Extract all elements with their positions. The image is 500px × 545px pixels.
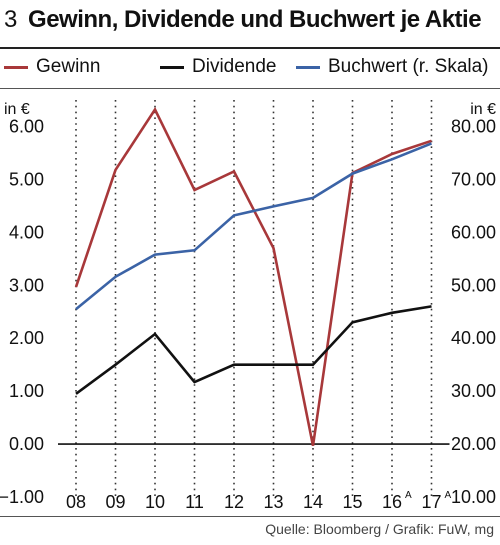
x-tick-superscript: A [405, 490, 412, 501]
legend-label-dividende: Dividende [192, 56, 277, 77]
left-tick-label: 5.00 [9, 169, 44, 189]
top-rule [0, 47, 500, 49]
left-tick-label: 3.00 [9, 275, 44, 295]
right-tick-label: 30.00 [451, 381, 496, 401]
legend-item-buchwert: Buchwert (r. Skala) [296, 55, 489, 79]
chart-title-text: Gewinn, Dividende und Buchwert je Aktie [28, 6, 482, 33]
legend-swatch-buchwert [296, 65, 320, 69]
right-tick-label: 80.00 [451, 116, 496, 136]
chart-number: 3 [4, 6, 18, 33]
x-tick-label: 10 [145, 492, 165, 512]
legend-swatch-dividende [160, 65, 184, 69]
source-note: Quelle: Bloomberg / Grafik: FuW, mg [265, 521, 494, 537]
legend: Gewinn Dividende Buchwert (r. Skala) [0, 55, 500, 79]
right-tick-label: 20.00 [451, 434, 496, 454]
series-line-dividende [75, 305, 432, 395]
bottom-rule [0, 516, 500, 517]
left-tick-label: 6.00 [9, 116, 44, 136]
x-tick-label: 16 [382, 492, 402, 512]
left-tick-label: 1.00 [9, 381, 44, 401]
line-chart: in € in €6.005.004.003.002.001.000.00−1.0… [0, 100, 496, 512]
left-axis-unit: in € [4, 101, 30, 118]
series-line-buchwert [75, 142, 432, 311]
right-tick-label: 40.00 [451, 328, 496, 348]
legend-label-gewinn: Gewinn [36, 56, 101, 77]
legend-swatch-gewinn [4, 65, 28, 69]
left-tick-label: 2.00 [9, 328, 44, 348]
left-tick-label: −1.00 [0, 487, 44, 507]
x-tick-label: 17 [421, 492, 441, 512]
left-tick-label: 4.00 [9, 222, 44, 242]
legend-rule [0, 88, 500, 89]
x-tick-label: 14 [303, 492, 323, 512]
left-tick-label: 0.00 [9, 434, 44, 454]
x-tick-superscript: A [445, 490, 452, 501]
legend-item-dividende: Dividende [160, 55, 277, 79]
x-tick-label: 09 [105, 492, 125, 512]
x-tick-label: 08 [66, 492, 86, 512]
series-line-gewinn [74, 106, 432, 446]
x-tick-label: 15 [342, 492, 362, 512]
right-tick-label: 60.00 [451, 222, 496, 242]
right-axis-unit: in € [470, 101, 496, 118]
x-tick-label: 12 [224, 492, 244, 512]
right-tick-label: 10.00 [451, 487, 496, 507]
chart-title: 3 Gewinn, Dividende und Buchwert je Akti… [4, 6, 482, 34]
right-tick-label: 70.00 [451, 169, 496, 189]
right-tick-label: 50.00 [451, 275, 496, 295]
x-tick-label: 11 [185, 492, 204, 512]
legend-item-gewinn: Gewinn [4, 55, 100, 79]
x-tick-label: 13 [263, 492, 283, 512]
legend-label-buchwert: Buchwert (r. Skala) [328, 56, 489, 77]
